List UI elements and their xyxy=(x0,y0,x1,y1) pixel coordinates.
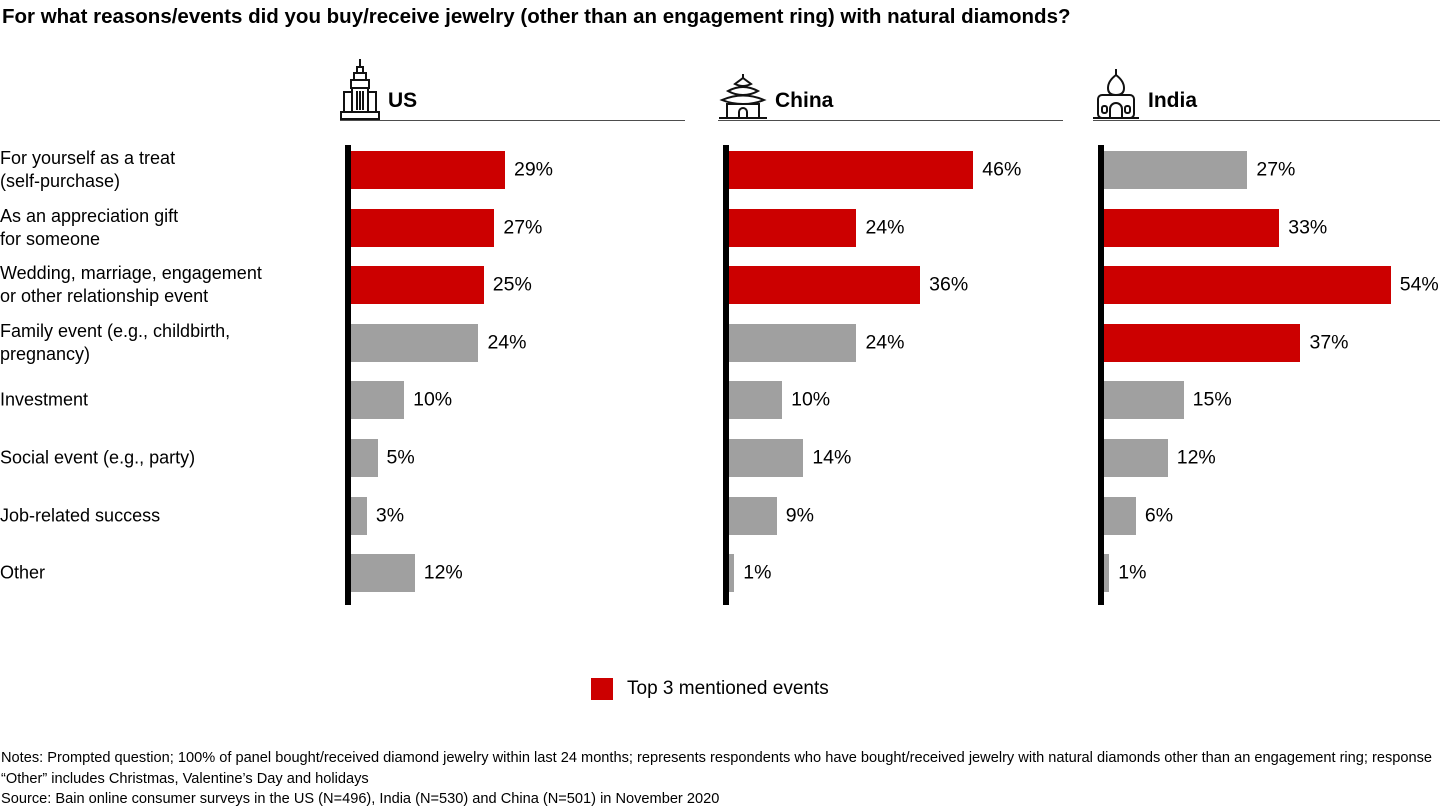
bar-value-label: 1% xyxy=(743,561,772,584)
empire-state-building-icon xyxy=(340,58,380,120)
bar-us xyxy=(351,381,405,420)
legend-label: Top 3 mentioned events xyxy=(627,678,829,699)
category-label: As an appreciation gift for someone xyxy=(0,205,179,249)
country-label-india: India xyxy=(1148,89,1198,112)
chart-body-india: 27% 33% 54% 37% 15% 12% 6% 1% xyxy=(1093,145,1440,610)
bar-us xyxy=(351,554,415,593)
bar-value-label: 33% xyxy=(1288,216,1328,239)
legend: Top 3 mentioned events xyxy=(591,678,829,700)
category-label: Wedding, marriage, engagement or other r… xyxy=(0,263,262,307)
bar-value-label: 25% xyxy=(492,273,532,296)
bar-value-label: 12% xyxy=(423,561,463,584)
bar-china xyxy=(729,266,921,305)
category-label: Job-related success xyxy=(0,505,161,526)
bar-value-label: 9% xyxy=(785,504,814,527)
category-label: Family event (e.g., childbirth, pregnanc… xyxy=(0,320,231,364)
bar-value-label: 37% xyxy=(1309,331,1349,354)
taj-mahal-icon xyxy=(1093,68,1139,120)
bar-value-label: 3% xyxy=(375,504,405,527)
chart-header-india: India xyxy=(1093,58,1440,121)
bar-china xyxy=(729,554,735,593)
bar-value-label: 29% xyxy=(513,158,554,181)
bar-us xyxy=(351,496,367,535)
bar-us xyxy=(351,151,505,189)
y-axis-india xyxy=(1098,145,1104,605)
chart-us: US 29% 27% 25% 24% 10% 5% 3% 12% xyxy=(340,58,685,610)
bar-us xyxy=(351,266,484,305)
category-label: Investment xyxy=(0,389,89,410)
bar-value-label: 12% xyxy=(1176,446,1216,469)
bar-value-label: 24% xyxy=(487,331,527,354)
bar-india xyxy=(1104,381,1184,420)
category-labels: For yourself as a treat (self-purchase) A… xyxy=(0,145,338,610)
bar-india xyxy=(1104,323,1301,362)
bar-india xyxy=(1104,496,1136,535)
chart-india: India 27% 33% 54% 37% 15% 12% 6% 1% xyxy=(1093,58,1440,610)
category-label: For yourself as a treat (self-purchase) xyxy=(0,148,176,191)
country-label-us: US xyxy=(388,89,418,112)
bar-value-label: 15% xyxy=(1192,388,1232,411)
chart-china: China 46% 24% 36% 24% 10% 14% 9% 1% xyxy=(718,58,1063,610)
bar-value-label: 27% xyxy=(503,216,543,239)
legend-swatch xyxy=(591,678,613,700)
source: Source: Bain online consumer surveys in … xyxy=(1,791,720,807)
bar-china xyxy=(729,439,804,477)
bar-value-label: 5% xyxy=(386,446,415,469)
bar-value-label: 14% xyxy=(812,446,852,469)
bar-china xyxy=(729,151,974,189)
notes: Notes: Prompted question; 100% of panel … xyxy=(1,750,1433,787)
bar-us xyxy=(351,439,378,477)
chart-header-china: China xyxy=(718,58,1063,121)
bar-value-label: 10% xyxy=(791,388,831,411)
bar-value-label: 6% xyxy=(1144,504,1174,527)
china-temple-icon xyxy=(718,74,768,120)
bar-india xyxy=(1104,439,1168,477)
bar-us xyxy=(351,323,479,362)
bar-value-label: 10% xyxy=(413,388,453,411)
bar-value-label: 36% xyxy=(929,273,969,296)
chart-title: For what reasons/events did you buy/rece… xyxy=(2,5,1071,28)
bar-value-label: 1% xyxy=(1118,561,1147,584)
bar-value-label: 46% xyxy=(982,158,1022,181)
chart-body-us: 29% 27% 25% 24% 10% 5% 3% 12% xyxy=(340,145,685,610)
bar-value-label: 24% xyxy=(865,331,905,354)
y-axis-us xyxy=(345,145,351,605)
chart-header-us: US xyxy=(340,58,685,121)
bar-value-label: 24% xyxy=(865,216,905,239)
bar-india xyxy=(1104,151,1248,189)
category-label: Social event (e.g., party) xyxy=(0,447,196,468)
chart-body-china: 46% 24% 36% 24% 10% 14% 9% 1% xyxy=(718,145,1063,610)
bar-india xyxy=(1104,266,1391,305)
bar-india xyxy=(1104,554,1110,593)
y-axis-china xyxy=(723,145,729,605)
bar-value-label: 27% xyxy=(1256,158,1296,181)
bar-china xyxy=(729,208,857,247)
bar-china xyxy=(729,496,777,535)
bar-us xyxy=(351,208,495,247)
bar-value-label: 54% xyxy=(1399,273,1439,296)
country-label-china: China xyxy=(775,89,834,112)
category-label: Other xyxy=(0,562,46,583)
bar-china xyxy=(729,381,783,420)
bar-china xyxy=(729,323,857,362)
bar-india xyxy=(1104,208,1280,247)
